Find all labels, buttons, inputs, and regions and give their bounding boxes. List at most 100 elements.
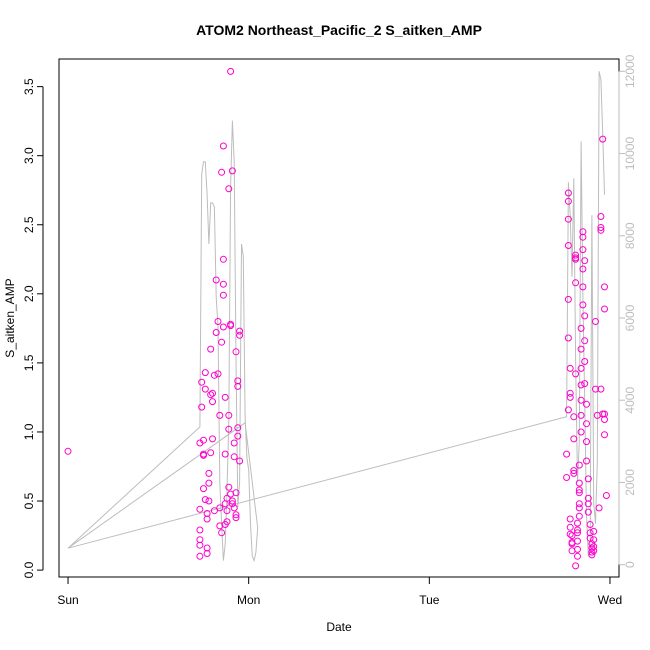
data-point bbox=[570, 435, 578, 443]
right-tick-label: 10000 bbox=[623, 137, 637, 171]
data-point bbox=[214, 318, 222, 325]
data-point bbox=[219, 255, 227, 263]
data-point bbox=[225, 483, 233, 491]
data-point bbox=[227, 320, 235, 328]
data-point bbox=[564, 295, 572, 303]
data-point bbox=[218, 338, 226, 346]
data-point bbox=[203, 510, 211, 517]
data-point bbox=[590, 527, 598, 535]
right-tick-label: 0 bbox=[623, 561, 637, 568]
data-point bbox=[581, 380, 589, 388]
data-point bbox=[579, 233, 587, 241]
data-point bbox=[566, 364, 574, 372]
data-point bbox=[200, 436, 207, 444]
data-point bbox=[209, 389, 216, 397]
data-point bbox=[232, 511, 240, 519]
data-point bbox=[228, 167, 236, 175]
data-point bbox=[227, 67, 235, 75]
data-point bbox=[574, 537, 581, 545]
data-point bbox=[212, 329, 220, 336]
left-tick-label: 3.5 bbox=[22, 78, 36, 95]
data-point bbox=[221, 393, 229, 401]
x-axis: Sun Mon Tue Wed bbox=[57, 576, 622, 607]
data-point bbox=[586, 521, 594, 528]
data-point bbox=[568, 532, 576, 540]
data-point bbox=[225, 411, 233, 419]
data-point bbox=[207, 345, 215, 353]
data-point bbox=[575, 512, 583, 520]
data-point bbox=[584, 475, 592, 483]
data-point bbox=[201, 385, 209, 393]
data-point bbox=[601, 431, 608, 439]
data-point bbox=[201, 496, 209, 504]
data-point bbox=[572, 370, 580, 378]
data-point bbox=[228, 500, 236, 508]
chart-title: ATOM2 Northeast_Pacific_2 S_aitken_AMP bbox=[196, 22, 482, 38]
data-point bbox=[575, 479, 583, 487]
data-point bbox=[214, 370, 222, 378]
data-point bbox=[64, 447, 72, 455]
data-point bbox=[223, 518, 231, 526]
data-point bbox=[577, 428, 585, 436]
data-point bbox=[577, 345, 585, 353]
x-tick-label: Tue bbox=[419, 593, 440, 607]
right-y-axis: 0 2000 4000 6000 8000 10000 12000 bbox=[618, 54, 637, 568]
line-series bbox=[67, 71, 605, 563]
data-point bbox=[232, 514, 240, 522]
right-tick-label: 12000 bbox=[623, 54, 637, 88]
data-point bbox=[209, 398, 216, 406]
data-point bbox=[583, 400, 590, 408]
data-point bbox=[572, 255, 580, 263]
data-point bbox=[216, 504, 224, 512]
data-point bbox=[225, 425, 233, 433]
data-point bbox=[575, 504, 583, 512]
data-point bbox=[232, 489, 240, 497]
data-point bbox=[564, 334, 572, 342]
data-point bbox=[234, 382, 242, 390]
left-tick-label: 0.0 bbox=[22, 561, 36, 578]
data-point bbox=[205, 469, 213, 477]
data-point bbox=[574, 529, 581, 537]
data-point bbox=[218, 529, 226, 537]
data-point bbox=[563, 474, 571, 481]
left-tick-label: 2.5 bbox=[22, 216, 36, 233]
data-point bbox=[236, 327, 244, 335]
data-point bbox=[592, 318, 599, 325]
data-point bbox=[205, 479, 213, 487]
data-point bbox=[219, 323, 227, 331]
left-tick-label: 2.0 bbox=[22, 285, 36, 302]
data-point bbox=[566, 530, 574, 538]
data-point bbox=[597, 213, 605, 220]
data-point bbox=[579, 301, 587, 309]
data-point bbox=[196, 505, 204, 513]
data-point bbox=[225, 185, 233, 193]
data-point bbox=[601, 416, 608, 423]
left-tick-label: 3.0 bbox=[22, 147, 36, 164]
data-point bbox=[583, 457, 590, 465]
data-point bbox=[221, 450, 229, 458]
left-y-axis: 0.0 0.5 1.0 1.5 2.0 2.5 3.0 3.5 bbox=[22, 78, 44, 578]
data-point bbox=[566, 523, 574, 531]
y-axis-label: S_aitken_AMP bbox=[3, 278, 17, 357]
data-point bbox=[590, 536, 598, 544]
data-point bbox=[597, 226, 605, 234]
data-point bbox=[563, 450, 571, 458]
data-point bbox=[572, 562, 580, 570]
right-tick-label: 4000 bbox=[623, 387, 637, 414]
data-point bbox=[584, 500, 592, 508]
data-point bbox=[570, 469, 578, 477]
data-point bbox=[590, 547, 598, 555]
data-point bbox=[597, 224, 605, 231]
data-point bbox=[581, 312, 589, 320]
data-point bbox=[572, 251, 580, 259]
data-point bbox=[597, 385, 605, 393]
data-point bbox=[577, 411, 585, 419]
x-tick-label: Mon bbox=[237, 593, 260, 607]
data-point bbox=[236, 331, 244, 339]
data-point bbox=[595, 504, 603, 512]
left-tick-label: 0.5 bbox=[22, 492, 36, 509]
data-point bbox=[219, 291, 227, 299]
data-point bbox=[203, 544, 211, 552]
data-point bbox=[590, 543, 598, 551]
data-point bbox=[564, 215, 572, 223]
